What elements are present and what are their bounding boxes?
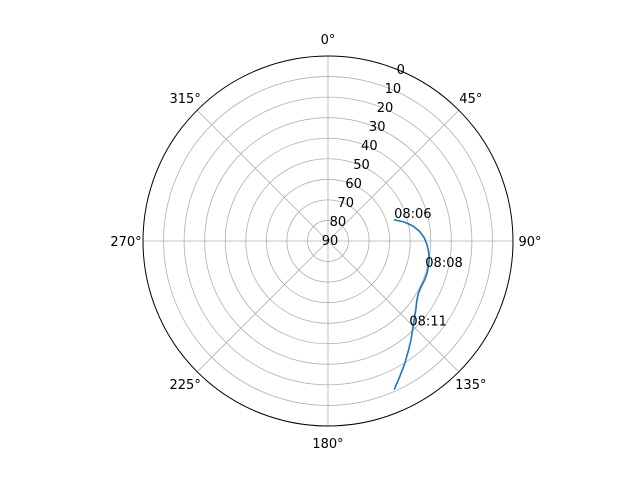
angular-gridline bbox=[196, 109, 329, 242]
time-annotation: 08:08 bbox=[425, 256, 462, 271]
radial-tick-label: 30 bbox=[369, 120, 386, 135]
angular-gridlines bbox=[143, 56, 513, 426]
radial-tick-label: 60 bbox=[345, 177, 362, 192]
angular-tick-label: 315° bbox=[170, 92, 201, 107]
time-annotation: 08:06 bbox=[394, 207, 431, 222]
radial-tick-label: 0 bbox=[397, 63, 405, 78]
series-layer bbox=[393, 218, 430, 391]
angular-tick-label: 90° bbox=[518, 235, 541, 250]
angular-tick-label: 135° bbox=[455, 378, 486, 393]
radial-tick-label: 40 bbox=[361, 139, 378, 154]
angular-tick-label: 270° bbox=[110, 235, 141, 250]
radial-tick-label: 20 bbox=[377, 101, 394, 116]
time-annotations: 08:06 08:08 08:11 bbox=[394, 207, 463, 329]
angular-gridline bbox=[327, 109, 460, 242]
time-annotation: 08:11 bbox=[409, 314, 446, 329]
radial-tick-label: 70 bbox=[337, 196, 354, 211]
angular-tick-label: 225° bbox=[170, 378, 201, 393]
radial-tick-label: 50 bbox=[353, 158, 370, 173]
radial-tick-label: 10 bbox=[385, 82, 402, 97]
angular-gridline bbox=[196, 240, 329, 373]
angular-gridline bbox=[327, 240, 460, 373]
series-line bbox=[393, 218, 430, 391]
angular-tick-label: 180° bbox=[312, 437, 343, 452]
radial-tick-label: 80 bbox=[330, 215, 347, 230]
angular-tick-labels: 0° 45° 90° 135° 180° 225° 270° 315° bbox=[110, 33, 541, 452]
polar-frame bbox=[142, 55, 514, 427]
radial-tick-label: 90 bbox=[322, 234, 339, 249]
radial-tick-labels: 0 10 20 30 40 50 60 70 80 90 bbox=[322, 63, 405, 249]
angular-tick-label: 45° bbox=[459, 92, 482, 107]
angular-tick-label: 0° bbox=[321, 33, 336, 48]
